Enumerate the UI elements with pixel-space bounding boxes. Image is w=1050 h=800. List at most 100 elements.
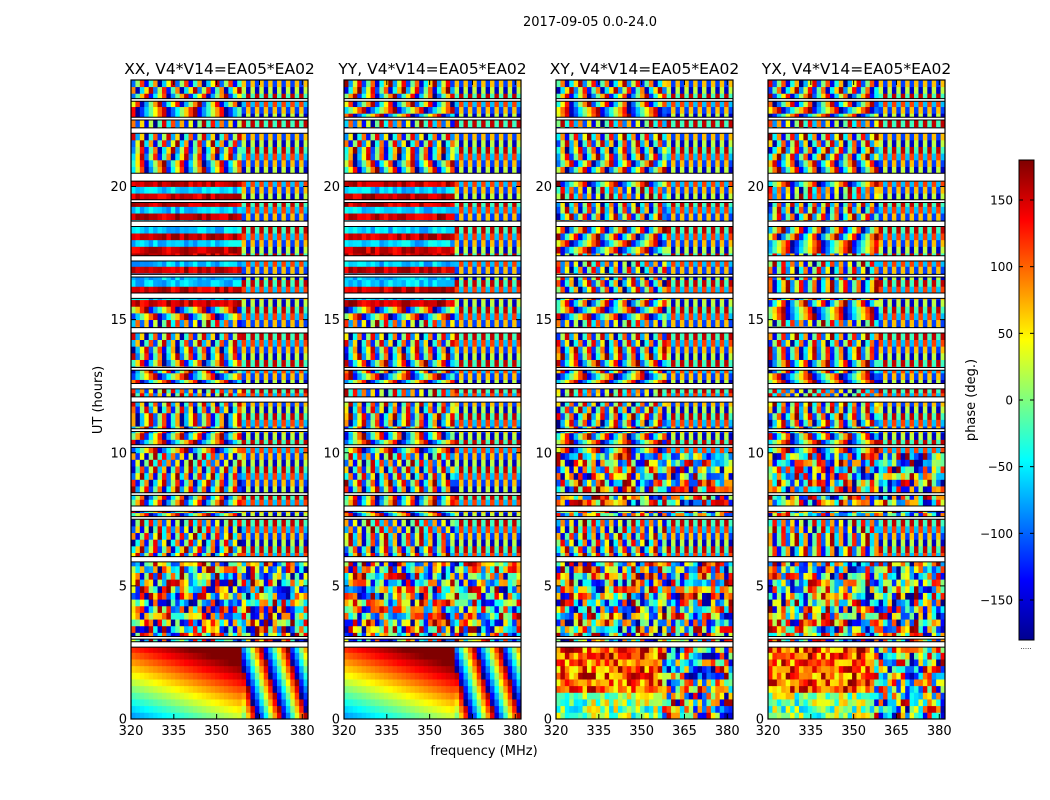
- phase-cell: [210, 86, 216, 94]
- phase-cell: [383, 619, 389, 627]
- phase-cell: [241, 539, 247, 547]
- phase-cell: [285, 565, 291, 573]
- phase-cell: [153, 93, 158, 101]
- phase-cell: [263, 213, 269, 221]
- phase-cell: [405, 599, 411, 607]
- phase-cell: [223, 286, 229, 294]
- phase-cell: [201, 286, 207, 294]
- phase-cell: [135, 479, 141, 487]
- phase-cell: [370, 565, 376, 573]
- phase-cell: [153, 233, 158, 241]
- phase-cell: [201, 659, 207, 667]
- phase-cell: [268, 492, 273, 500]
- phase-cell: [179, 359, 185, 367]
- phase-cell: [228, 199, 234, 207]
- phase-cell: [241, 312, 247, 321]
- phase-cell: [250, 206, 256, 214]
- phase-cell: [135, 359, 141, 367]
- phase-cell: [294, 99, 300, 108]
- phase-cell: [144, 446, 150, 454]
- phase-cell: [206, 233, 212, 241]
- phase-cell: [246, 446, 251, 454]
- phase-cell: [352, 579, 358, 587]
- phase-cell: [197, 519, 203, 527]
- phase-cell: [370, 605, 376, 613]
- phase-cell: [161, 472, 167, 480]
- phase-cell: [348, 612, 354, 620]
- phase-cell: [419, 685, 425, 693]
- phase-cell: [135, 186, 141, 194]
- phase-cell: [215, 466, 220, 474]
- phase-cell: [472, 545, 478, 553]
- phase-cell: [232, 692, 238, 700]
- phase-cell: [277, 532, 282, 540]
- phase-cell: [299, 166, 304, 174]
- phase-cell: [357, 699, 363, 707]
- phase-cell: [219, 605, 225, 613]
- phase-cell: [219, 579, 225, 587]
- phase-cell: [263, 612, 269, 620]
- phase-cell: [139, 659, 145, 667]
- phase-cell: [179, 399, 185, 407]
- phase-cell: [131, 492, 136, 500]
- phase-cell: [414, 685, 420, 693]
- phase-cell: [184, 233, 189, 241]
- phase-cell: [268, 432, 273, 440]
- phase-cell: [268, 332, 273, 340]
- phase-cell: [232, 705, 238, 713]
- phase-cell: [294, 712, 300, 720]
- phase-cell: [241, 599, 247, 607]
- phase-cell: [175, 99, 181, 108]
- phase-cell: [374, 699, 380, 707]
- phase-cell: [166, 359, 172, 367]
- phase-cell: [445, 599, 451, 607]
- phase-cell: [241, 665, 247, 673]
- phase-cell: [228, 399, 234, 407]
- phase-cell: [481, 625, 486, 633]
- phase-cell: [303, 312, 309, 321]
- phase-cell: [246, 499, 251, 507]
- phase-cell: [259, 206, 265, 214]
- phase-cell: [490, 599, 495, 607]
- phase-cell: [201, 246, 207, 254]
- phase-cell: [228, 159, 234, 167]
- phase-cell: [223, 459, 229, 467]
- phase-cell: [472, 565, 478, 573]
- phase-cell: [348, 592, 354, 600]
- phase-cell: [294, 679, 300, 687]
- phase-cell: [175, 306, 181, 314]
- phase-cell: [281, 452, 287, 460]
- phase-cell: [472, 679, 478, 687]
- phase-cell: [277, 106, 282, 114]
- phase-cell: [228, 539, 234, 547]
- phase-cell: [352, 625, 358, 633]
- phase-cell: [179, 246, 185, 254]
- phase-cell: [445, 712, 451, 720]
- phase-cell: [188, 432, 194, 440]
- phase-cell: [254, 559, 260, 567]
- phase-cell: [192, 139, 198, 147]
- phase-cell: [179, 652, 185, 660]
- phase-cell: [272, 699, 278, 707]
- phase-cell: [157, 592, 163, 600]
- phase-cell: [237, 206, 243, 214]
- phase-cell: [352, 705, 358, 713]
- phase-cell: [476, 612, 482, 620]
- x-tick-label: 335: [161, 724, 186, 739]
- phase-cell: [250, 679, 256, 687]
- phase-cell: [498, 672, 504, 680]
- phase-cell: [228, 499, 234, 507]
- phase-cell: [432, 545, 438, 553]
- phase-cell: [454, 659, 460, 667]
- phase-cell: [139, 319, 145, 327]
- phase-cell: [201, 539, 207, 547]
- phase-cell: [170, 399, 176, 407]
- phase-cell: [148, 565, 154, 573]
- phase-cell: [228, 545, 234, 553]
- phase-cell: [361, 712, 367, 720]
- phase-cell: [281, 246, 287, 254]
- phase-cell: [490, 699, 495, 707]
- phase-cell: [303, 93, 309, 101]
- phase-cell: [223, 146, 229, 154]
- phase-cell: [144, 133, 150, 141]
